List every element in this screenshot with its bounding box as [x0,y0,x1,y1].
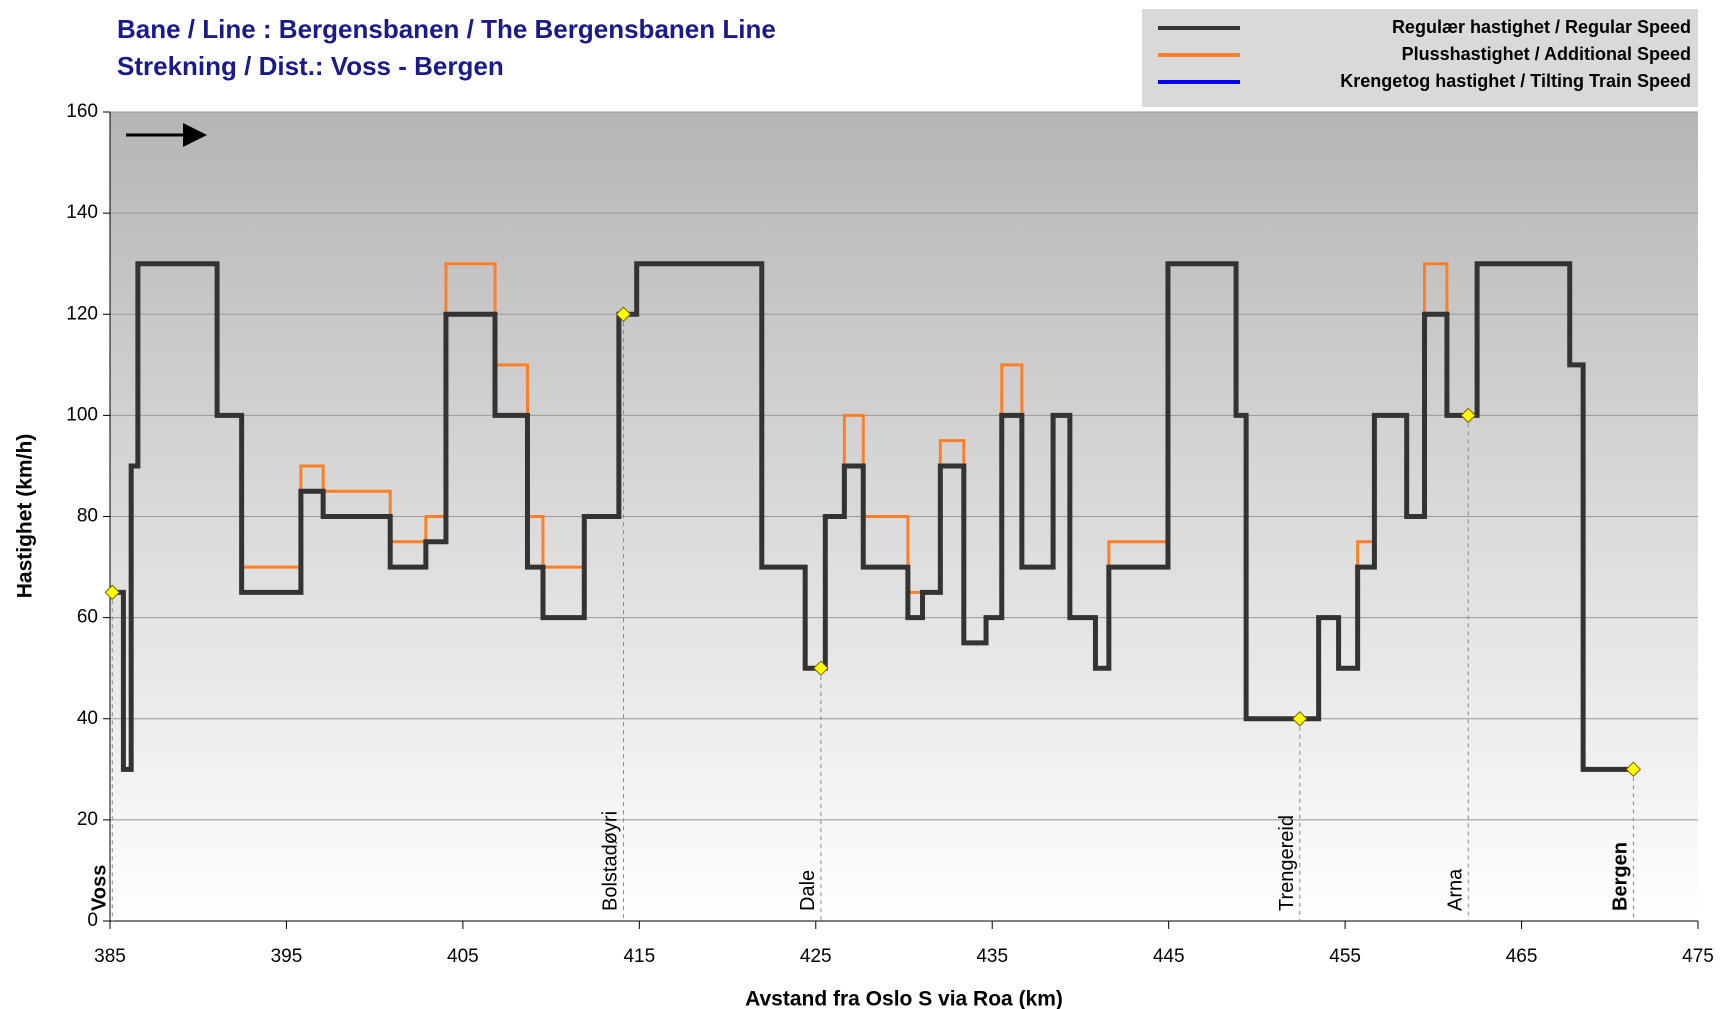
y-axis-label: Hastighet (km/h) [14,434,37,599]
y-tick-label: 120 [66,303,98,324]
x-tick-label: 445 [1153,946,1185,967]
station-label: Voss [89,865,111,911]
y-tick-label: 160 [66,101,98,122]
legend-label: Krengetog hastighet / Tilting Train Spee… [1340,71,1691,91]
y-tick-label: 20 [77,809,98,830]
station-label: Dale [797,870,819,911]
x-tick-label: 465 [1506,946,1538,967]
y-tick-label: 100 [66,404,98,425]
station-label: Arna [1445,868,1467,911]
station-marker [1292,711,1308,727]
y-tick-label: 60 [77,607,98,628]
legend-label: Plusshastighet / Additional Speed [1402,44,1691,64]
chart-subtitle: Strekning / Dist.: Voss - Bergen [117,51,504,81]
x-axis-label: Avstand fra Oslo S via Roa (km) [745,988,1063,1009]
y-tick-label: 0 [87,910,98,931]
x-tick-label: 385 [94,946,126,967]
speed-line [112,261,1634,772]
x-tick-label: 435 [976,946,1008,967]
x-tick-label: 395 [271,946,303,967]
station-marker [615,306,632,322]
y-tick-label: 140 [66,202,98,223]
legend [1142,9,1698,107]
station-marker [813,660,829,676]
x-tick-label: 415 [623,946,655,967]
x-tick-label: 425 [800,946,832,967]
legend-label: Regulær hastighet / Regular Speed [1392,17,1691,37]
y-tick-label: 80 [77,506,98,527]
x-tick-label: 455 [1329,946,1361,967]
x-tick-label: 405 [447,946,479,967]
station-label: Trengereid [1276,815,1298,911]
x-tick-label: 475 [1682,946,1714,967]
station-label: Bergen [1610,842,1632,911]
chart-title: Bane / Line : Bergensbanen / The Bergens… [117,14,776,44]
station-marker [104,584,121,601]
station-marker [1625,761,1642,778]
y-tick-label: 40 [77,708,98,729]
station-marker [1460,407,1476,424]
station-label: Bolstadøyri [600,811,622,911]
